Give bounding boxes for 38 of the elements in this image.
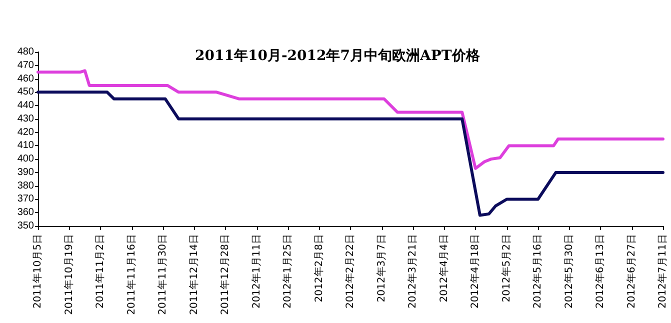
y-tick-label: 410 bbox=[17, 140, 34, 152]
x-tick-label: 2011年10月5日 bbox=[32, 234, 44, 309]
x-tick-label: 2012年5月2日 bbox=[500, 234, 512, 302]
x-tick-label: 2012年1月11日 bbox=[250, 234, 262, 309]
x-tick-label: 2012年3月7日 bbox=[375, 234, 388, 302]
chart-title: 2011年10月-2012年7月中旬欧洲APT价格 bbox=[195, 48, 481, 64]
y-tick-label: 380 bbox=[17, 180, 34, 192]
y-tick-label: 350 bbox=[17, 220, 34, 232]
x-tick-label: 2011年12月28日 bbox=[219, 234, 231, 315]
line-series bbox=[36, 69, 664, 170]
y-tick-label: 370 bbox=[17, 194, 34, 205]
y-tick-label: 440 bbox=[17, 100, 34, 112]
y-tick-label: 400 bbox=[17, 154, 34, 165]
x-tick-label: 2012年1月25日 bbox=[282, 234, 294, 309]
y-tick-label: 430 bbox=[17, 113, 34, 124]
y-tick-label: 420 bbox=[17, 126, 34, 138]
x-tick-label: 2011年12月14日 bbox=[188, 234, 200, 315]
x-tick-label: 2012年4月18日 bbox=[469, 234, 481, 309]
y-tick-label: 460 bbox=[17, 73, 34, 84]
y-tick-label: 480 bbox=[17, 46, 34, 58]
x-tick-label: 2012年6月27日 bbox=[625, 234, 638, 309]
x-tick-label: 2012年6月13日 bbox=[594, 234, 606, 309]
y-tick-label: 470 bbox=[17, 60, 34, 71]
y-tick-label: 360 bbox=[17, 207, 34, 218]
x-tick-label: 2012年2月22日 bbox=[344, 234, 356, 309]
x-tick-label: 2012年4月4日 bbox=[438, 234, 450, 302]
line-series bbox=[36, 90, 664, 217]
x-tick-label: 2012年3月21日 bbox=[406, 234, 418, 309]
x-tick-label: 2011年11月16日 bbox=[125, 234, 138, 315]
y-tick-label: 450 bbox=[17, 86, 34, 98]
x-tick-label: 2012年2月8日 bbox=[312, 234, 325, 302]
x-tick-label: 2011年11月2日 bbox=[94, 234, 106, 309]
x-tick-label: 2012年5月30日 bbox=[562, 234, 575, 309]
x-tick-label: 2011年11月30日 bbox=[156, 234, 168, 315]
y-tick-label: 390 bbox=[17, 166, 34, 178]
x-tick-label: 2012年5月16日 bbox=[532, 234, 544, 309]
x-tick-label: 2011年10月19日 bbox=[62, 234, 75, 315]
x-tick-label: 2012年7月11日 bbox=[656, 234, 668, 309]
